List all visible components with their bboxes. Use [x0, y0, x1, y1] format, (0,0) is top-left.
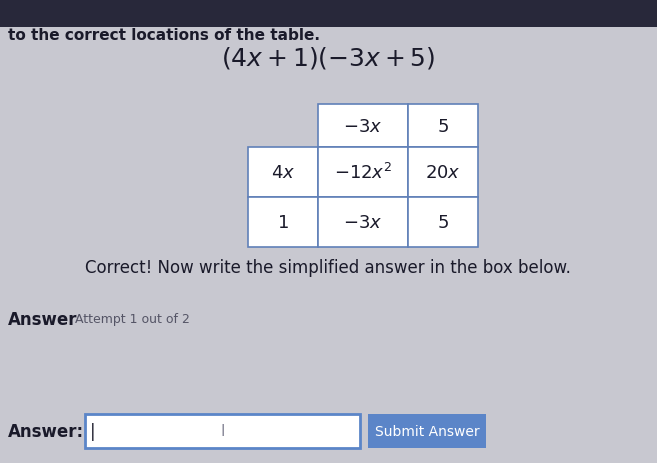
Bar	[408, 198, 478, 247]
Text: Correct! Now write the simplified answer in the box below.: Correct! Now write the simplified answer…	[85, 258, 571, 276]
Text: |: |	[90, 422, 96, 440]
Text: to the correct locations of the table.: to the correct locations of the table.	[8, 28, 320, 44]
Bar	[85, 414, 360, 448]
Text: Submit Answer: Submit Answer	[374, 424, 480, 438]
Bar	[318, 105, 408, 148]
Text: Answer: Answer	[8, 310, 78, 328]
Text: I: I	[220, 424, 225, 438]
Bar	[248, 198, 318, 247]
Bar	[368, 414, 486, 448]
Bar	[408, 105, 478, 148]
Text: $20x$: $20x$	[425, 163, 461, 181]
Text: Attempt 1 out of 2: Attempt 1 out of 2	[75, 313, 190, 326]
Text: $-12x^2$: $-12x^2$	[334, 163, 392, 183]
Text: Answer:: Answer:	[8, 422, 84, 440]
Text: $-3x$: $-3x$	[344, 213, 382, 232]
Bar	[408, 148, 478, 198]
Text: $-3x$: $-3x$	[344, 117, 382, 135]
Bar	[248, 148, 318, 198]
Bar	[0, 0, 657, 28]
Text: $1$: $1$	[277, 213, 289, 232]
Bar	[318, 148, 408, 198]
Bar	[318, 198, 408, 247]
Text: $5$: $5$	[437, 117, 449, 135]
Text: $(4x+1)(-3x+5)$: $(4x+1)(-3x+5)$	[221, 45, 435, 71]
Bar	[248, 105, 318, 148]
Text: $4x$: $4x$	[271, 163, 295, 181]
Text: $5$: $5$	[437, 213, 449, 232]
